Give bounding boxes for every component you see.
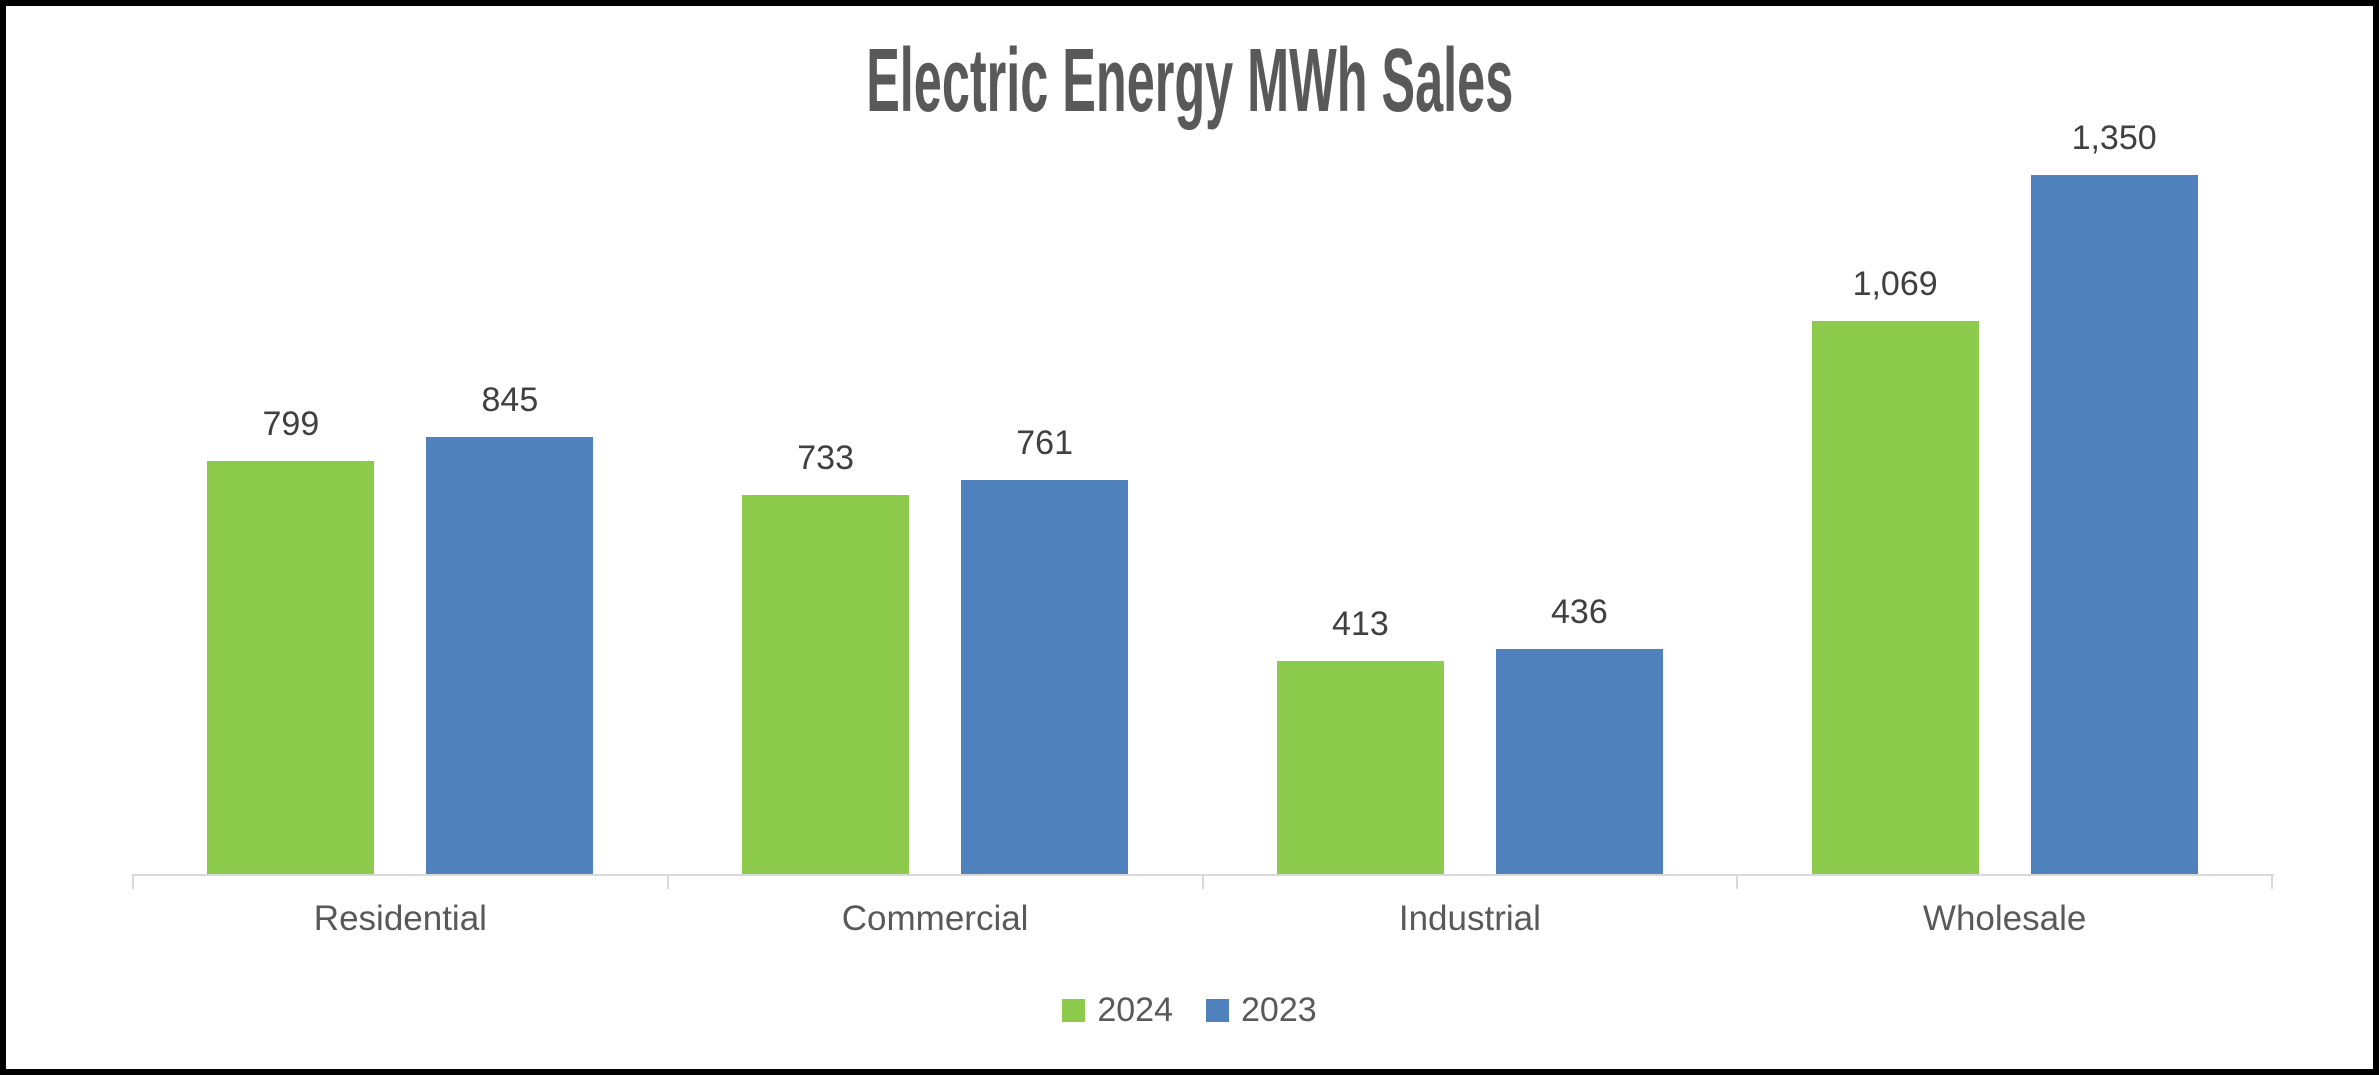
bar-2024-industrial: 413 — [1276, 607, 1444, 875]
category-group-residential: 799 845 — [133, 0, 668, 875]
bar-2024-commercial: 733 — [742, 441, 910, 875]
bar-2023-industrial: 436 — [1495, 595, 1663, 875]
legend-label-2023: 2023 — [1241, 991, 1317, 1029]
category-label-wholesale: Wholesale — [1922, 899, 2087, 938]
category-group-industrial: 413 436 — [1203, 0, 1738, 875]
legend-item-2023: 2023 — [1206, 993, 1317, 1027]
axis-tick — [1201, 874, 1204, 889]
category-label-residential: Residential — [313, 899, 487, 938]
category-label-industrial: Industrial — [1398, 899, 1541, 938]
data-label-2023-industrial: 436 — [1551, 593, 1608, 631]
chart-title: Electric Energy MWh Sales — [0, 36, 2379, 126]
category-label-commercial: Commercial — [841, 899, 1029, 938]
bar-2024-wholesale: 1,069 — [1811, 267, 1979, 875]
legend-swatch-2024 — [1062, 998, 1086, 1022]
category-group-wholesale: 1,069 1,350 — [1737, 0, 2272, 875]
data-label-2024-commercial: 733 — [797, 439, 854, 477]
bar-2024-residential: 799 — [207, 407, 375, 875]
axis-tick — [1736, 874, 1739, 889]
data-label-2023-commercial: 761 — [1016, 424, 1073, 462]
data-label-2023-residential: 845 — [481, 381, 539, 419]
x-axis-line — [133, 874, 2274, 876]
chart-title-text: Electric Energy MWh Sales — [865, 31, 1514, 131]
legend-swatch-2023 — [1206, 998, 1229, 1022]
legend-label-2024: 2024 — [1097, 991, 1173, 1029]
data-label-2024-industrial: 413 — [1332, 605, 1389, 643]
legend: 2024 2023 — [0, 993, 2379, 1027]
category-group-commercial: 733 761 — [668, 0, 1203, 875]
legend-item-2024: 2024 — [1062, 993, 1173, 1027]
data-label-2023-wholesale: 1,350 — [2071, 119, 2157, 157]
axis-tick — [132, 874, 134, 889]
data-label-2024-wholesale: 1,069 — [1852, 265, 1938, 303]
axis-tick — [2271, 874, 2273, 889]
plot-area: 799 845 733 761 413 436 1,069 1,350 — [133, 0, 2272, 875]
bar-2023-wholesale: 1,350 — [2030, 121, 2198, 875]
data-label-2024-residential: 799 — [262, 405, 320, 443]
bar-2023-commercial: 761 — [961, 426, 1129, 875]
bar-2023-residential: 845 — [426, 383, 594, 875]
axis-tick — [666, 874, 669, 889]
